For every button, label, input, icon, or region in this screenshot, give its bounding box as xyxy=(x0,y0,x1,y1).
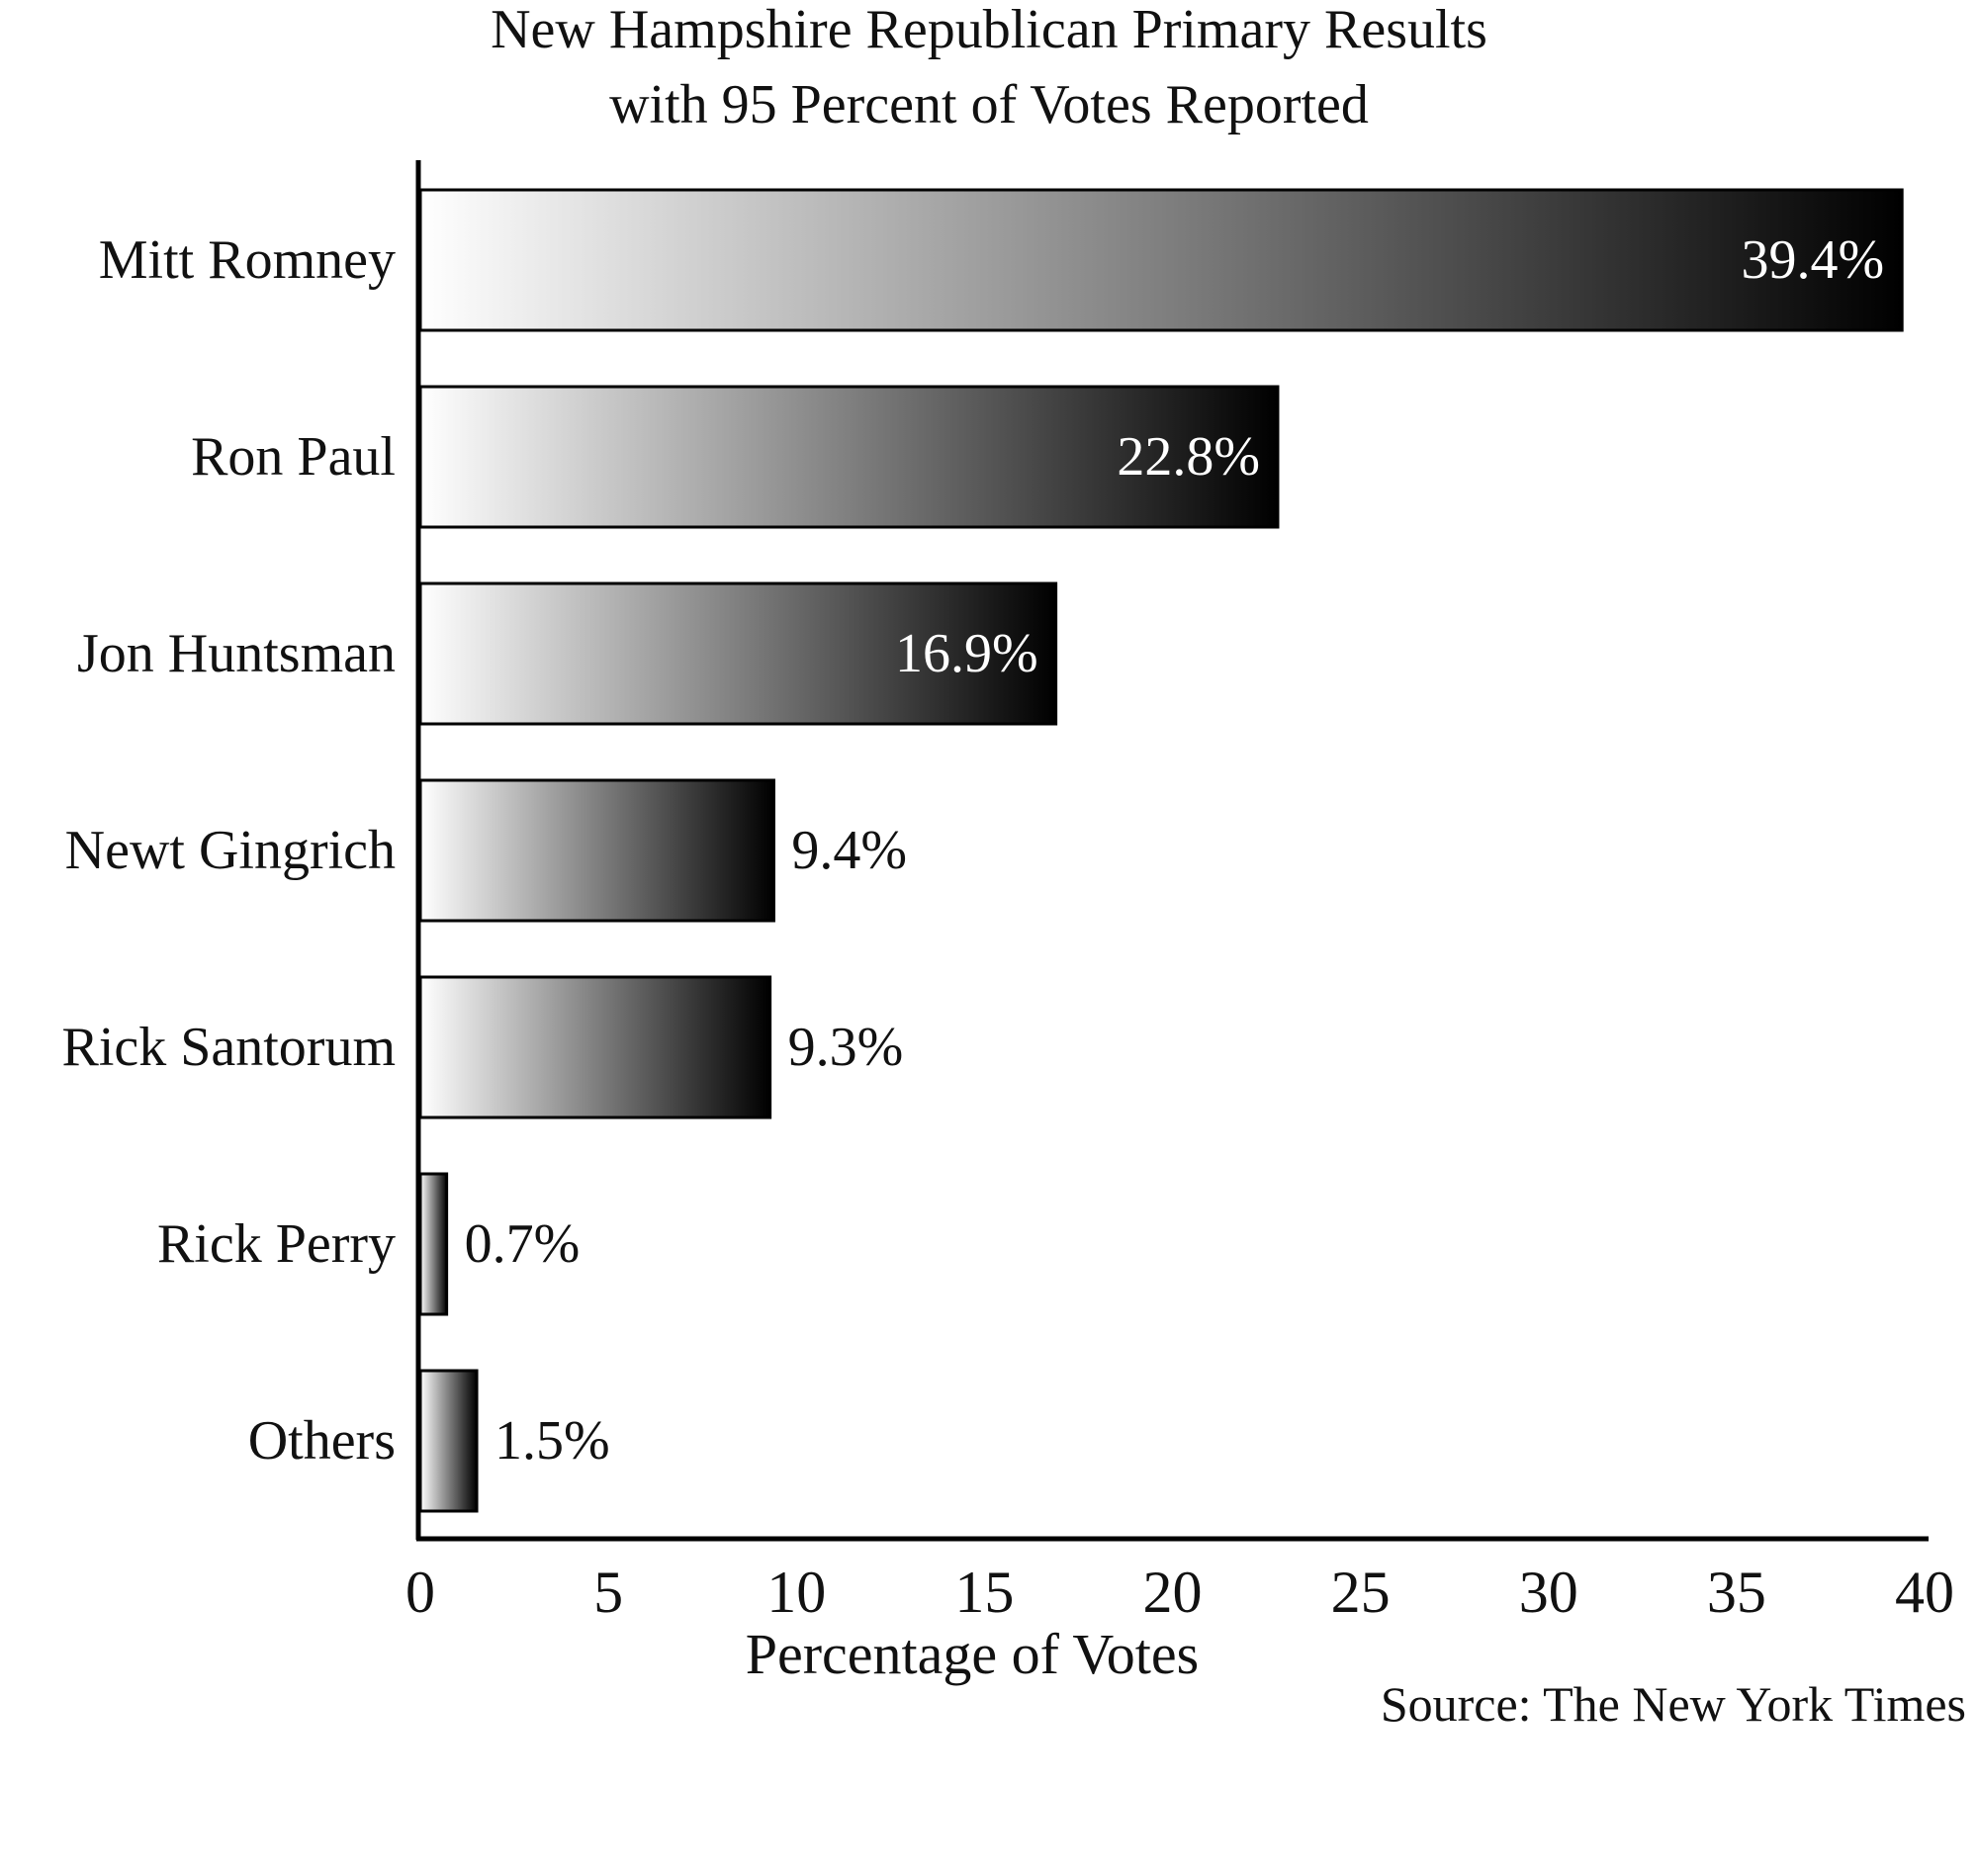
source-note: Source: The New York Times xyxy=(1381,1676,1966,1732)
value-label-3: 9.4% xyxy=(791,820,907,881)
x-tick-label-4: 20 xyxy=(1143,1560,1203,1625)
x-tick-label-1: 5 xyxy=(593,1560,623,1625)
x-axis-label: Percentage of Votes xyxy=(746,1622,1200,1686)
chart-subtitle: with 95 Percent of Votes Reported xyxy=(609,74,1369,135)
category-label-6: Others xyxy=(248,1410,396,1472)
x-tick-label-2: 10 xyxy=(766,1560,826,1625)
category-label-2: Jon Huntsman xyxy=(77,623,396,684)
value-label-1: 22.8% xyxy=(1117,426,1260,488)
value-label-6: 1.5% xyxy=(494,1410,610,1472)
x-tick-label-8: 40 xyxy=(1895,1560,1954,1625)
category-label-3: Newt Gingrich xyxy=(65,820,396,881)
bars-layer xyxy=(418,188,1904,1513)
category-label-0: Mitt Romney xyxy=(99,229,396,291)
bar-1 xyxy=(418,385,1280,529)
x-tick-label-7: 35 xyxy=(1707,1560,1766,1625)
x-tick-label-6: 30 xyxy=(1519,1560,1578,1625)
bar-3 xyxy=(418,778,775,923)
value-labels: 39.4% 22.8% 16.9% 9.4% 9.3% 0.7% 1.5% xyxy=(465,229,1885,1472)
x-tick-label-5: 25 xyxy=(1331,1560,1391,1625)
bar-5 xyxy=(418,1172,449,1316)
bar-4 xyxy=(418,975,772,1119)
chart-title: New Hampshire Republican Primary Results xyxy=(491,0,1487,60)
category-label-4: Rick Santorum xyxy=(61,1017,396,1078)
category-label-1: Ron Paul xyxy=(191,426,396,488)
value-label-2: 16.9% xyxy=(895,623,1038,684)
category-labels: Mitt Romney Ron Paul Jon Huntsman Newt Ging… xyxy=(61,229,396,1472)
value-label-4: 9.3% xyxy=(788,1017,904,1078)
value-label-0: 39.4% xyxy=(1742,229,1885,291)
bar-2 xyxy=(418,581,1058,726)
category-label-5: Rick Perry xyxy=(157,1213,396,1275)
bar-6 xyxy=(418,1369,479,1513)
x-tick-label-3: 15 xyxy=(954,1560,1014,1625)
bar-0 xyxy=(418,188,1904,332)
value-label-5: 0.7% xyxy=(465,1213,581,1275)
x-axis-ticks: 0 5 10 15 20 25 30 35 40 xyxy=(405,1560,1954,1625)
x-tick-label-0: 0 xyxy=(405,1560,435,1625)
